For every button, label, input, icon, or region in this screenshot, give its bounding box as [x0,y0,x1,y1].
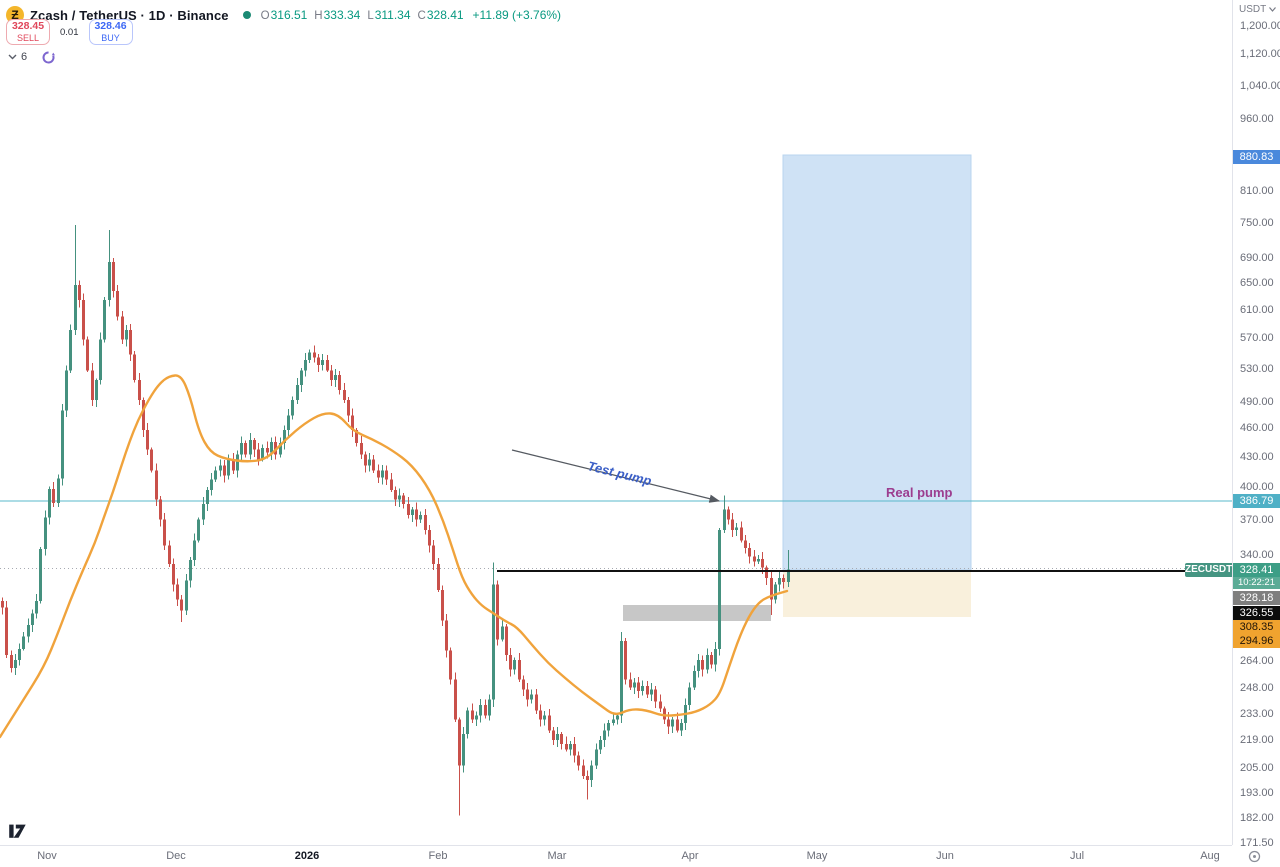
price-axis[interactable]: USDT 1,200.00 1,120.00 1,040.00 960.00 810.0… [1232,0,1280,849]
time-tick-label: Dec [166,850,186,862]
trade-panel: 328.45 SELL 0.01 328.46 BUY [6,19,133,45]
price-tick-label: 182.00 [1240,811,1274,824]
support-zone-box[interactable] [623,605,771,621]
time-tick-label: Apr [681,850,699,862]
price-tick-label: 171.50 [1240,836,1274,849]
sell-button[interactable]: 328.45 SELL [6,19,50,45]
time-axis[interactable]: Nov Dec 2026 Feb Mar Apr May Jun Jul Aug [0,845,1232,867]
symbol-title[interactable]: Zcash / TetherUS · 1D · Binance [30,7,229,23]
time-tick-label: Jul [1069,850,1085,862]
time-tick-label: Feb [428,850,448,862]
black-line-price-label[interactable]: 326.55 [1233,605,1280,620]
price-tick-label: 750.00 [1240,216,1274,229]
zone-price-label[interactable]: 294.96 [1233,633,1280,648]
line-price-label[interactable]: 328.18 [1233,591,1280,605]
object-count: 6 [21,51,28,63]
zone-price-label[interactable]: 308.35 [1233,619,1280,634]
spread-value: 0.01 [60,26,79,38]
price-tick-label: 1,120.00 [1240,48,1280,61]
symbol-flag-label[interactable]: ZECUSDT [1185,563,1233,577]
price-tick-label: 264.00 [1240,655,1274,668]
real-pump-annotation[interactable]: Real pump [886,485,953,500]
close-label: C [417,10,426,22]
time-tick-label: May [806,850,828,862]
open-label: O [260,10,270,22]
time-tick-label: Aug [1200,850,1220,862]
bar-close-countdown: 10:22:21 [1233,577,1280,589]
candlestick-chart[interactable] [0,0,1232,845]
resistance-price-label[interactable]: 386.79 [1233,494,1280,508]
buy-price: 328.46 [94,20,127,32]
time-tick-label: Mar [547,850,567,862]
price-tick-label: 610.00 [1240,303,1274,316]
open-value: 316.51 [270,8,308,22]
object-tree-toggle[interactable]: 6 [8,51,27,63]
price-tick-label: 650.00 [1240,277,1274,289]
price-tick-label: 1,200.00 [1240,19,1280,32]
price-tick-label: 810.00 [1240,184,1274,197]
axis-currency-selector[interactable]: USDT [1239,4,1277,15]
price-tick-label: 530.00 [1240,362,1274,375]
price-tick-label: 400.00 [1240,480,1274,493]
chart-widgets: 6 [8,49,56,65]
price-tick-label: 248.00 [1240,681,1274,694]
candlestick-series [1,225,790,816]
last-price-label[interactable]: 328.41 10:22:21 [1233,563,1280,589]
price-tick-label: 233.00 [1240,707,1274,720]
close-value: 328.41 [426,8,464,22]
sell-price: 328.45 [11,20,45,32]
high-value: 333.34 [323,8,361,22]
real-pump-projection-box[interactable] [782,154,972,571]
high-label: H [314,10,323,22]
price-tick-label: 570.00 [1240,332,1274,345]
entry-zone-box[interactable] [783,572,971,617]
chart-pane[interactable]: Test pump Real pump Ƶ Zcash / TetherUS ·… [0,0,1232,845]
buy-button[interactable]: 328.46 BUY [88,19,133,45]
change-value: +11.89 (+3.76%) [472,8,562,22]
time-tick-label: Nov [37,850,57,862]
buy-label: BUY [101,33,120,43]
price-tick-label: 960.00 [1240,113,1274,126]
price-tick-label: 370.00 [1240,513,1274,526]
price-tick-label: 690.00 [1240,251,1274,264]
price-tick-label: 490.00 [1240,395,1274,408]
time-tick-label: 2026 [294,850,320,862]
price-tick-label: 205.00 [1240,761,1274,774]
sell-label: SELL [16,33,40,43]
market-status-icon[interactable] [242,11,251,19]
test-pump-arrow[interactable] [511,449,721,503]
low-label: L [367,10,374,22]
price-tick-label: 430.00 [1240,450,1274,463]
chevron-down-icon [8,54,17,60]
replay-refresh-icon[interactable] [41,50,56,65]
low-value: 311.34 [374,8,411,22]
moving-average-line[interactable] [0,374,789,739]
axis-currency-label: USDT [1239,4,1267,15]
scale-settings-icon[interactable] [1248,850,1261,863]
target-price-label[interactable]: 880.83 [1233,150,1280,164]
symbol-header: Ƶ Zcash / TetherUS · 1D · Binance O316.5… [6,5,561,25]
price-tick-label: 193.00 [1240,787,1274,799]
chevron-down-icon [1269,7,1277,12]
price-tick-label: 1,040.00 [1240,79,1280,92]
tradingview-logo[interactable] [7,818,29,840]
price-tick-label: 219.00 [1240,733,1274,746]
ohlc-values: O316.51 H333.34 L311.34 C328.41 +11.89 (… [261,8,561,22]
time-tick-label: Jun [936,850,954,862]
price-tick-label: 460.00 [1240,422,1274,435]
price-tick-label: 340.00 [1240,549,1274,562]
